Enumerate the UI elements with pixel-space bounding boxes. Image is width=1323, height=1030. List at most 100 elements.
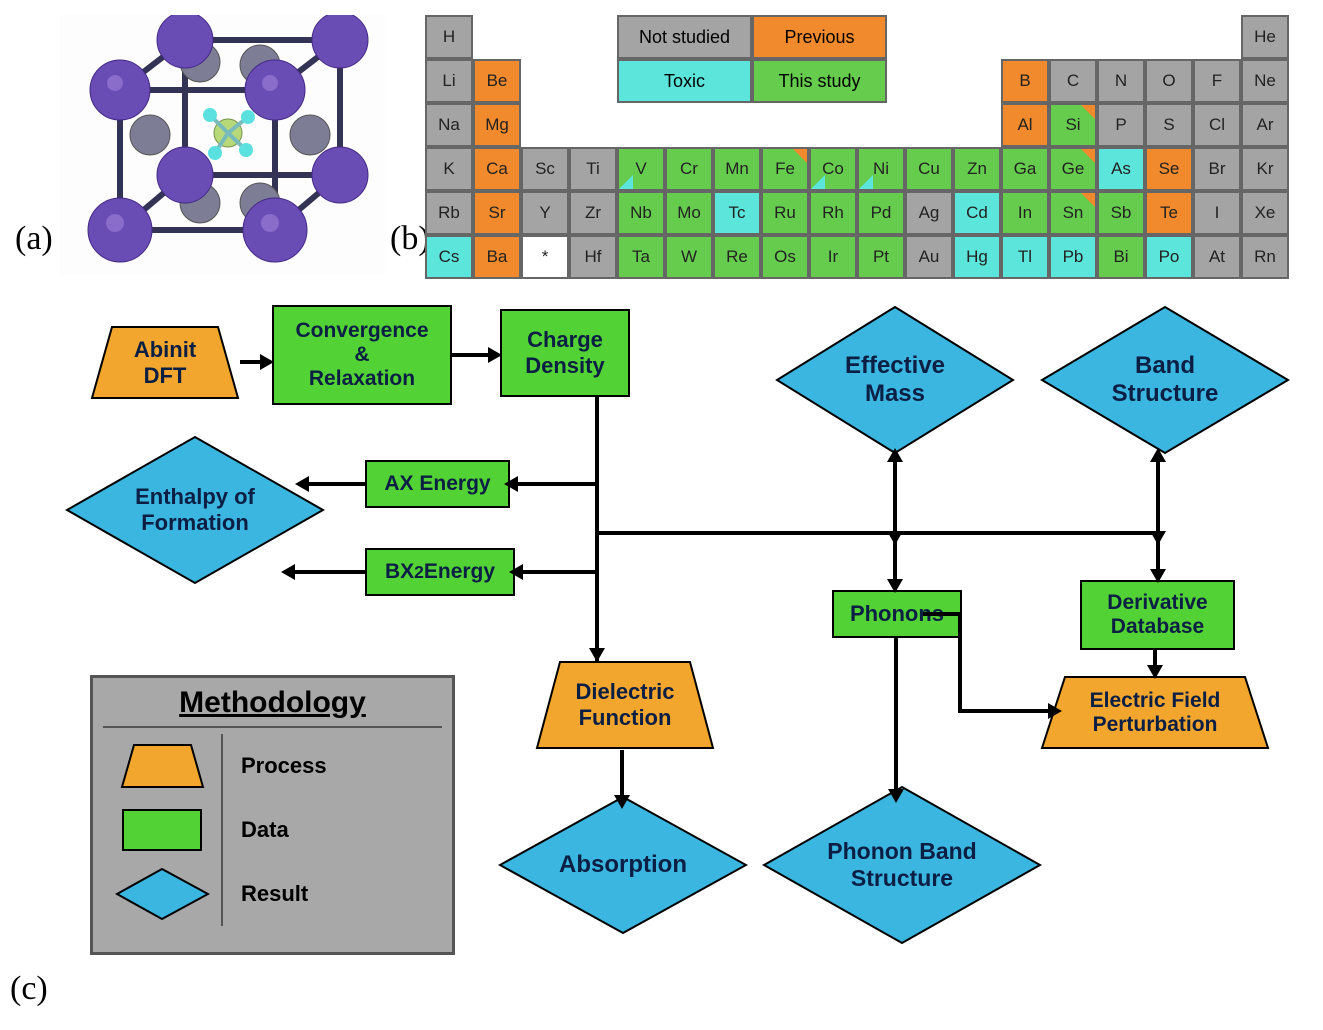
element-au: Au: [905, 235, 953, 279]
arrow: [893, 533, 897, 581]
methodology-shape-diamond: [103, 862, 223, 926]
element-*: *: [521, 235, 569, 279]
arrow: [307, 482, 365, 486]
methodology-legend: Methodology Process Data Result: [90, 675, 455, 955]
arrow-head: [888, 789, 904, 803]
abinit-dft-trap: AbinitDFT: [90, 325, 240, 400]
enthalpy-label: Enthalpy ofFormation: [135, 484, 255, 536]
arrow-head: [295, 476, 309, 492]
bx2-energy-rect: BX2 Energy: [365, 548, 515, 596]
element-al: Al: [1001, 103, 1049, 147]
charge-density-rect: ChargeDensity: [500, 309, 630, 397]
methodology-row-data: Data: [103, 798, 442, 862]
abinit-dft-label: AbinitDFT: [90, 325, 240, 400]
element-ne: Ne: [1241, 59, 1289, 103]
legend-toxic: Toxic: [617, 59, 752, 103]
arrow: [893, 460, 897, 535]
absorption-label: Absorption: [559, 851, 687, 879]
element-as: As: [1097, 147, 1145, 191]
arrow: [293, 570, 365, 574]
element-xe: Xe: [1241, 191, 1289, 235]
element-cs: Cs: [425, 235, 473, 279]
arrow: [595, 397, 599, 662]
element-o: O: [1145, 59, 1193, 103]
bandstruct-label: BandStructure: [1112, 352, 1219, 408]
element-pd: Pd: [857, 191, 905, 235]
element-pt: Pt: [857, 235, 905, 279]
element-mo: Mo: [665, 191, 713, 235]
bandstruct-diamond: BandStructure: [1040, 305, 1290, 455]
effmass-label: EffectiveMass: [845, 352, 945, 408]
element-b: B: [1001, 59, 1049, 103]
arrow-head: [281, 564, 295, 580]
element-ge: Ge: [1049, 147, 1097, 191]
methodology-label-data: Data: [223, 817, 289, 843]
element-h: H: [425, 15, 473, 59]
methodology-row-result: Result: [103, 862, 442, 926]
element-cr: Cr: [665, 147, 713, 191]
arrow: [1156, 460, 1160, 535]
element-tl: Tl: [1001, 235, 1049, 279]
enthalpy-diamond: Enthalpy ofFormation: [65, 435, 325, 585]
element-sb: Sb: [1097, 191, 1145, 235]
phononbs-diamond: Phonon BandStructure: [762, 785, 1042, 945]
arrow: [923, 612, 959, 616]
arrow: [894, 638, 898, 793]
element-p: P: [1097, 103, 1145, 147]
element-co: Co: [809, 147, 857, 191]
arrow-head: [504, 476, 518, 492]
figure-root: (a): [10, 10, 1313, 1020]
panel-b-label: (b): [390, 220, 430, 258]
element-s: S: [1145, 103, 1193, 147]
element-f: F: [1193, 59, 1241, 103]
methodology-row-process: Process: [103, 734, 442, 798]
periodic-table-legend: Not studied Previous Toxic This study: [617, 15, 887, 103]
element-rb: Rb: [425, 191, 473, 235]
element-ba: Ba: [473, 235, 521, 279]
element-he: He: [1241, 15, 1289, 59]
element-po: Po: [1145, 235, 1193, 279]
methodology-shape-trap: [103, 734, 223, 798]
element-y: Y: [521, 191, 569, 235]
arrow-head: [1150, 569, 1166, 583]
element-w: W: [665, 235, 713, 279]
element-rh: Rh: [809, 191, 857, 235]
element-rn: Rn: [1241, 235, 1289, 279]
arrow: [516, 482, 597, 486]
element-bi: Bi: [1097, 235, 1145, 279]
element-nb: Nb: [617, 191, 665, 235]
element-in: In: [1001, 191, 1049, 235]
element-zr: Zr: [569, 191, 617, 235]
methodology-label-result: Result: [223, 881, 308, 907]
element-cu: Cu: [905, 147, 953, 191]
element-ru: Ru: [761, 191, 809, 235]
element-ag: Ag: [905, 191, 953, 235]
arrow-head: [260, 354, 274, 370]
arrow: [595, 531, 1158, 535]
element-cl: Cl: [1193, 103, 1241, 147]
element-kr: Kr: [1241, 147, 1289, 191]
arrow-head: [887, 579, 903, 593]
phononbs-label: Phonon BandStructure: [827, 838, 976, 892]
element-be: Be: [473, 59, 521, 103]
element-os: Os: [761, 235, 809, 279]
arrow: [962, 709, 1052, 713]
panel-a-crystal: [60, 15, 385, 275]
element-ar: Ar: [1241, 103, 1289, 147]
crystal-svg: [60, 15, 385, 275]
element-v: V: [617, 147, 665, 191]
element-li: Li: [425, 59, 473, 103]
element-sr: Sr: [473, 191, 521, 235]
element-te: Te: [1145, 191, 1193, 235]
arrow-head: [509, 564, 523, 580]
element-c: C: [1049, 59, 1097, 103]
element-se: Se: [1145, 147, 1193, 191]
efield-label: Electric FieldPerturbation: [1040, 675, 1270, 750]
legend-previous: Previous: [752, 15, 887, 59]
element-mg: Mg: [473, 103, 521, 147]
element-ta: Ta: [617, 235, 665, 279]
arrow-head: [887, 448, 903, 462]
panel-c-flowchart: AbinitDFT DielectricFunction Electric Fi…: [40, 305, 1300, 1015]
methodology-label-process: Process: [223, 753, 327, 779]
element-zn: Zn: [953, 147, 1001, 191]
